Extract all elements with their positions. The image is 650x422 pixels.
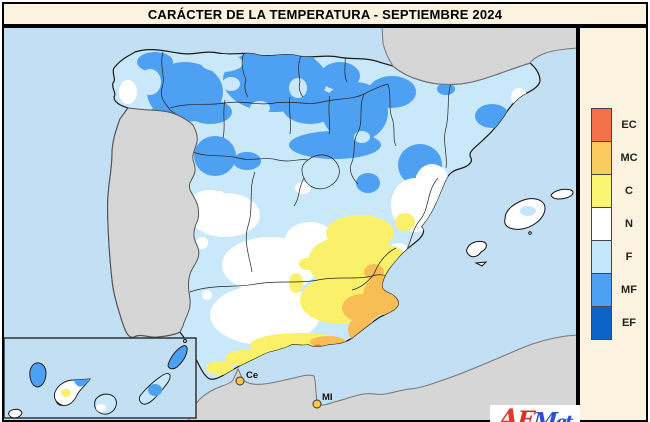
legend-item-n: N [580,207,646,241]
aemet-logo: AEMet Agencia Estatal de Meteorología [490,404,580,422]
balearic-islands [466,188,574,267]
legend-item-ec: EC [580,108,646,142]
map-frame: Ce MI AEMet Agencia Estatal de Meteorolo… [2,26,580,422]
legend-label-mf: MF [621,283,637,296]
legend-label-ef: EF [621,316,637,329]
legend-label-ec: EC [621,118,637,131]
logo-letter-m: M [532,408,557,422]
logo-letter-e: E [516,405,535,422]
menorca [550,188,574,200]
melilla-label: MI [322,392,333,403]
legend-label-f: F [625,250,633,263]
melilla-marker [312,399,322,409]
legend-label-mc: MC [620,151,638,164]
gran-canaria [94,393,117,415]
legend-label-c: C [625,184,633,197]
ceuta-label: Ce [246,370,258,381]
portugal [107,107,200,338]
logo-letter-t: t [565,412,573,422]
temperature-anomaly-blobs [119,49,527,375]
legend-swatch-c [591,174,612,208]
la-graciosa [183,339,187,343]
legend-item-c: C [580,174,646,208]
legend-swatch-mc [591,141,612,175]
legend-swatch-mf [591,273,612,307]
legend-item-mf: MF [580,273,646,307]
formentera [474,261,488,267]
legend-label-n: N [625,217,633,230]
legend-swatch-n [591,207,612,241]
map-title: CARÁCTER DE LA TEMPERATURA - SEPTIEMBRE … [2,2,648,26]
ceuta-marker [235,376,245,386]
legend-swatch-ef [591,306,612,340]
legend-item-f: F [580,240,646,274]
el-hierro [8,408,23,419]
legend-swatch-f [591,240,612,274]
aemet-logo-word: AEMet [497,404,573,422]
city-markers: Ce MI [235,370,333,409]
legend-swatch-ec [591,108,612,142]
la-palma [29,362,47,388]
logo-letter-a: A [497,404,519,422]
france [381,28,576,85]
lanzarote [167,345,188,370]
legend-panel: EC MC C N F MF EF [578,26,648,422]
spain-temperature-map: Ce MI [4,28,576,420]
canary-islands-inset [4,337,197,419]
legend-item-ef: EF [580,306,646,340]
ibiza [466,240,487,258]
legend-item-mc: MC [580,141,646,175]
